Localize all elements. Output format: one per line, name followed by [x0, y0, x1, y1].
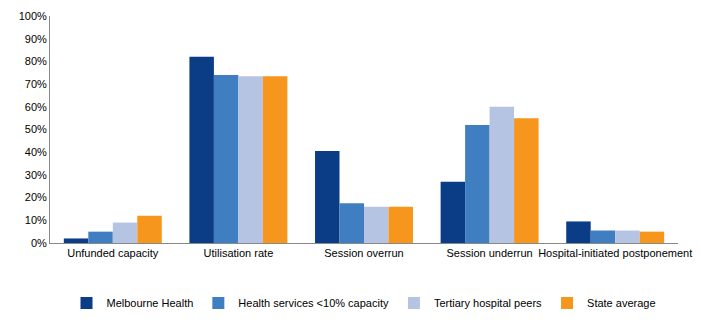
svg-text:Unfunded capacity: Unfunded capacity: [67, 247, 159, 259]
svg-text:Session underrun: Session underrun: [446, 247, 532, 259]
svg-text:Session overrun: Session overrun: [324, 247, 404, 259]
svg-text:10%: 10%: [25, 214, 47, 226]
svg-text:20%: 20%: [25, 191, 47, 203]
svg-text:30%: 30%: [25, 169, 47, 181]
svg-text:60%: 60%: [25, 101, 47, 113]
svg-text:40%: 40%: [25, 146, 47, 158]
svg-text:0%: 0%: [31, 237, 47, 249]
svg-text:90%: 90%: [25, 33, 47, 45]
svg-text:Tertiary hospital peers: Tertiary hospital peers: [434, 297, 542, 309]
svg-text:100%: 100%: [19, 10, 47, 22]
svg-text:Hospital-initiated postponemen: Hospital-initiated postponement: [538, 247, 692, 259]
svg-text:80%: 80%: [25, 55, 47, 67]
svg-text:50%: 50%: [25, 123, 47, 135]
svg-text:Utilisation rate: Utilisation rate: [204, 247, 274, 259]
svg-text:Health services <10% capacity: Health services <10% capacity: [238, 297, 389, 309]
svg-text:Melbourne Health: Melbourne Health: [107, 297, 194, 309]
svg-text:70%: 70%: [25, 78, 47, 90]
svg-text:State average: State average: [587, 297, 656, 309]
